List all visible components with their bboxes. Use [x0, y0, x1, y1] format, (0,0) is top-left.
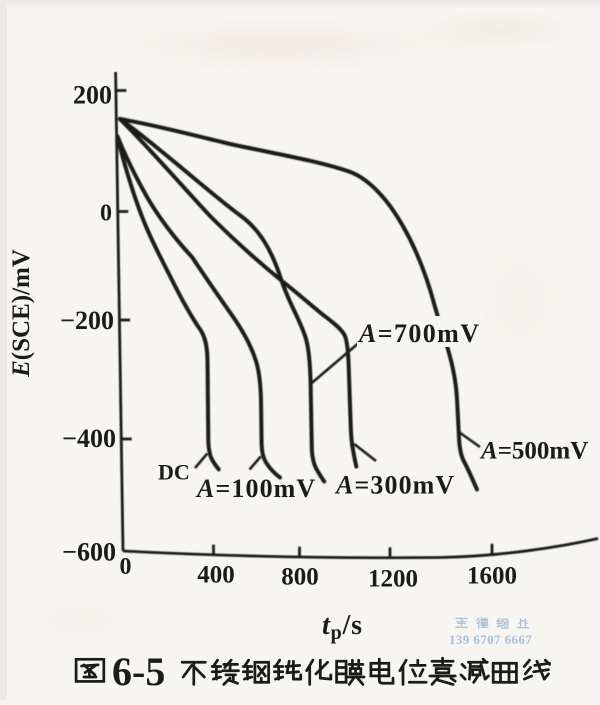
svg-text:A=500mV: A=500mV [479, 438, 588, 465]
svg-text:0: 0 [100, 201, 112, 227]
svg-text:139 6707 6667: 139 6707 6667 [449, 632, 532, 647]
svg-text:−600: −600 [62, 538, 116, 567]
svg-text:A=700mV: A=700mV [357, 319, 480, 348]
svg-text:A=300mV: A=300mV [334, 471, 455, 500]
svg-text:6-5: 6-5 [112, 649, 165, 694]
svg-text:E(SCE)/mV: E(SCE)/mV [8, 249, 35, 378]
svg-text:800: 800 [281, 564, 319, 591]
svg-text:200: 200 [73, 81, 112, 110]
svg-text:400: 400 [197, 562, 235, 589]
svg-text:−400: −400 [62, 424, 116, 453]
svg-text:−200: −200 [60, 306, 114, 335]
svg-text:tp/s: tp/s [322, 610, 363, 644]
svg-text:A=100mV: A=100mV [195, 474, 316, 503]
svg-text:DC: DC [158, 460, 190, 485]
svg-text:0: 0 [120, 554, 132, 580]
svg-text:1200: 1200 [368, 566, 418, 593]
svg-text:1600: 1600 [467, 563, 517, 590]
